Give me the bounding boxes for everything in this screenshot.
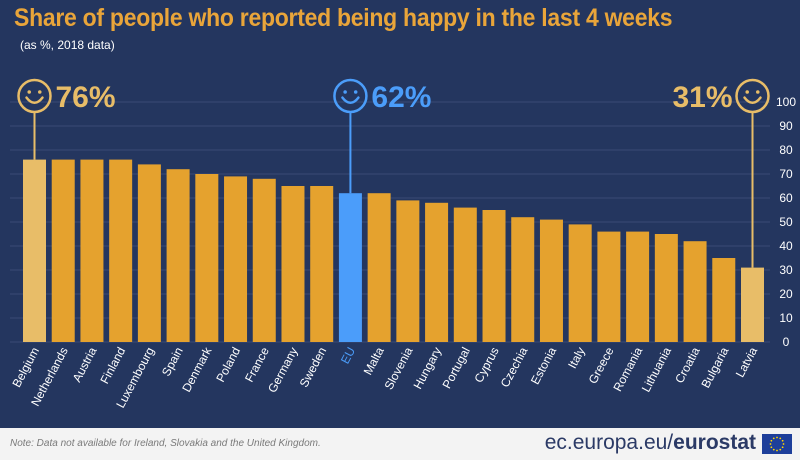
category-label: Bulgaria [698,345,731,391]
smiley-mouth [743,96,762,105]
smiley-icon [735,78,770,114]
bar-lithuania [654,234,678,342]
bar-cyprus [482,210,506,342]
bar-croatia [683,241,707,342]
category-label: Estonia [528,345,559,387]
bar-malta [367,193,391,342]
bar-austria [80,159,104,342]
category-label: EU [338,345,358,366]
smiley-eye [27,90,31,94]
eu-flag-icon [762,434,792,454]
bar-portugal [453,207,477,342]
category-label: France [242,345,272,385]
bar-denmark [195,174,219,342]
category-label: Croatia [672,345,703,386]
smiley-mouth [25,96,44,105]
y-tick-label: 50 [779,215,793,229]
y-tick-label: 30 [779,263,793,277]
smiley-eye [38,90,42,94]
y-tick-label: 20 [779,287,793,301]
y-tick-label: 100 [776,95,796,109]
bar-france [252,178,276,342]
category-label: Portugal [440,345,473,391]
smiley-mouth [341,96,360,105]
bar-bulgaria [712,258,736,342]
category-label: Finland [97,345,128,386]
bar-slovenia [396,200,420,342]
smiley-eye [343,90,347,94]
bar-hungary [425,202,449,342]
bar-finland [109,159,133,342]
bar-spain [166,169,190,342]
bar-czechia [511,217,535,342]
category-label: Sweden [297,345,330,390]
footer-bar [0,428,800,460]
y-tick-label: 40 [779,239,793,253]
y-tick-label: 90 [779,119,793,133]
callout-value-eu: 62% [371,81,431,114]
bar-latvia [741,267,764,342]
smiley-icon [17,78,52,114]
category-label: Czechia [498,345,531,390]
bar-belgium [23,159,46,342]
bar-sweden [310,186,334,342]
bar-chart: 0102030405060708090100BelgiumNetherlands… [9,78,796,410]
chart-subtitle: (as %, 2018 data) [20,38,115,52]
callout-value-latvia: 31% [672,81,732,114]
chart-title: Share of people who reported being happy… [14,4,673,32]
bar-eu [338,193,362,342]
category-label: Latvia [733,345,761,380]
bar-netherlands [51,159,75,342]
brand-name: eurostat [673,431,756,454]
y-tick-label: 0 [783,335,790,349]
smiley-eye [745,90,749,94]
bar-luxembourg [137,164,161,342]
brand-domain: ec.europa.eu/ [544,431,674,454]
footer-note: Note: Data not available for Ireland, Sl… [10,438,321,449]
smiley-eye [756,90,760,94]
bar-romania [626,231,650,342]
eurostat-brand[interactable]: ec.europa.eu/eurostat [545,431,756,455]
category-label: Austria [70,345,100,385]
bar-germany [281,186,305,342]
y-tick-label: 60 [779,191,793,205]
y-tick-label: 70 [779,167,793,181]
category-label: Greece [586,345,617,387]
category-label: Spain [159,345,186,379]
y-tick-label: 80 [779,143,793,157]
y-tick-label: 10 [779,311,793,325]
smiley-eye [353,90,358,94]
category-label: Poland [213,345,243,385]
category-label: Italy [565,345,588,371]
smiley-icon [333,78,368,114]
category-label: Cyprus [471,345,501,385]
bar-poland [224,176,248,342]
bar-greece [597,231,621,342]
bar-italy [568,224,592,342]
category-label: Malta [361,345,387,378]
callout-value-belgium: 76% [56,81,116,114]
bar-estonia [539,219,563,342]
